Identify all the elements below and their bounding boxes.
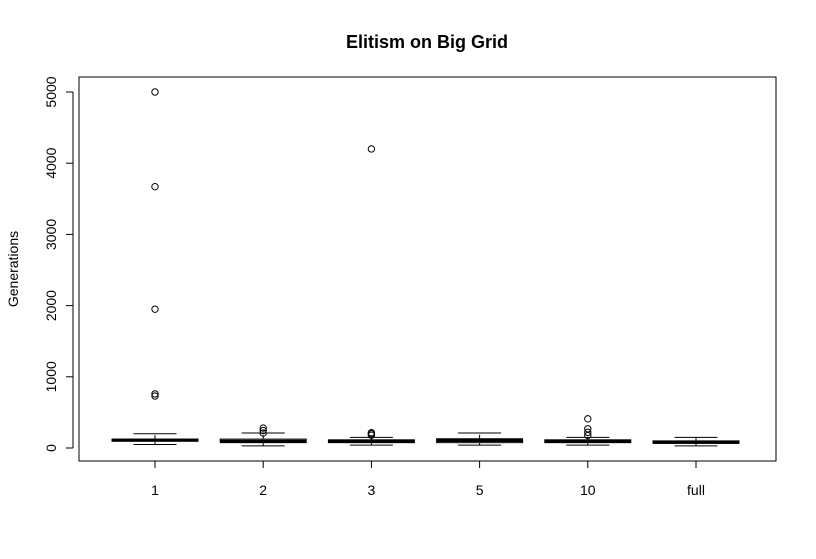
- x-tick-label: 5: [476, 482, 484, 498]
- x-tick-label: full: [687, 482, 705, 498]
- outlier-point: [151, 390, 159, 398]
- box-group: [111, 88, 199, 445]
- outlier-point: [151, 88, 159, 96]
- outlier-point: [151, 182, 159, 191]
- y-tick-label: 1000: [43, 361, 59, 392]
- x-tick-label: 10: [580, 482, 596, 498]
- box-series: [111, 88, 740, 447]
- plot-frame: [78, 76, 777, 462]
- outlier-point: [584, 415, 592, 423]
- outlier-point: [367, 431, 376, 439]
- box-group: [436, 432, 524, 446]
- x-axis: 1 2 3 5 10 full: [151, 460, 705, 498]
- outlier-point: [259, 426, 267, 435]
- outlier-point: [259, 429, 267, 437]
- box-group: [327, 145, 415, 446]
- y-tick-label: 0: [43, 444, 59, 452]
- chart-title: Elitism on Big Grid: [346, 32, 508, 52]
- y-axis: 0 1000 2000 3000 4000 5000: [43, 76, 74, 452]
- outlier-point: [151, 392, 159, 400]
- box-group: [652, 436, 740, 447]
- x-tick-label: 3: [368, 482, 376, 498]
- y-tick-label: 3000: [43, 219, 59, 250]
- outlier-point: [151, 305, 159, 313]
- y-tick-label: 4000: [43, 147, 59, 178]
- y-axis-label: Generations: [5, 231, 21, 307]
- box-group: [544, 415, 632, 446]
- outlier-point: [584, 431, 592, 440]
- x-tick-label: 2: [259, 482, 267, 498]
- outlier-point: [367, 145, 376, 153]
- y-tick-label: 5000: [43, 76, 59, 107]
- outlier-point: [584, 428, 592, 437]
- outlier-point: [259, 424, 267, 432]
- x-tick-label: 1: [151, 482, 159, 498]
- box-group: [219, 424, 307, 447]
- y-tick-label: 2000: [43, 290, 59, 321]
